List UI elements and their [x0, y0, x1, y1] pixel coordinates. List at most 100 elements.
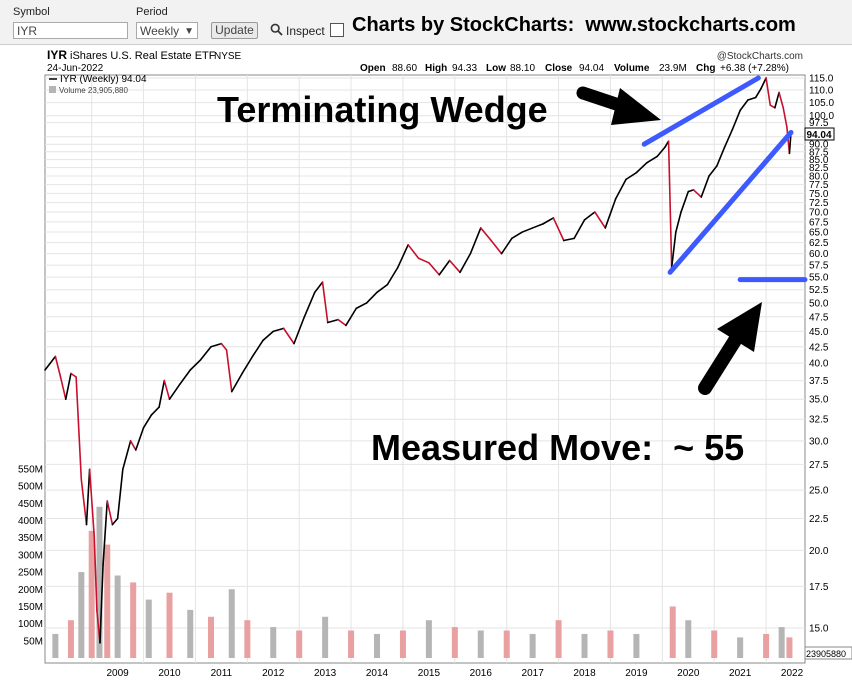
last-volume-box [804, 646, 852, 660]
price-segment [656, 146, 666, 158]
price-tick-label: 22.5 [809, 514, 829, 525]
time-tick-label: 2009 [107, 668, 130, 679]
time-tick-label: 2011 [211, 668, 233, 679]
volume-bar [529, 633, 536, 658]
chg-value: +6.38 (+7.28%) [720, 63, 789, 74]
price-segment [562, 237, 575, 242]
volume-tick-label: 500M [18, 482, 43, 493]
price-tick-label: 70.0 [809, 208, 829, 219]
price-tick-label: 35.0 [809, 395, 829, 406]
period-value: Weekly [140, 24, 180, 38]
time-tick-label: 2017 [522, 668, 545, 679]
price-series [44, 77, 792, 644]
price-segment [93, 536, 98, 612]
price-segment [272, 327, 285, 333]
wedge-annotation: Terminating Wedge [217, 89, 548, 130]
volume-bar [67, 620, 74, 658]
low-value: 88.10 [510, 63, 535, 74]
volume-tick-label: 200M [18, 585, 43, 596]
price-segment [573, 219, 586, 240]
time-tick-label: 2018 [573, 668, 596, 679]
chevron-down-icon: ▼ [184, 26, 194, 37]
measured-move-annotation: Measured Move: ~ 55 [371, 427, 744, 468]
price-segment [708, 165, 718, 177]
price-segment [739, 99, 749, 112]
price-tick-label: 77.5 [809, 180, 829, 191]
price-segment [158, 379, 166, 408]
price-segment [782, 106, 788, 128]
search-icon [270, 23, 283, 41]
price-segment [731, 109, 741, 131]
price-segment [604, 198, 617, 229]
price-tick-label: 42.5 [809, 342, 829, 353]
price-tick-label: 15.0 [809, 624, 829, 635]
price-segment [313, 281, 324, 294]
volume-bar [581, 633, 588, 658]
chart: IYR iShares U.S. Real Estate ETF NYSE @S… [18, 48, 852, 679]
price-segment [774, 91, 780, 109]
price-segment [531, 223, 544, 229]
price-tick-label: 72.5 [809, 198, 829, 209]
time-tick-label: 2020 [677, 668, 700, 679]
price-segment [59, 376, 67, 401]
price-tick-label: 90.0 [809, 140, 829, 151]
toolbar: Symbol IYR Period Weekly ▼ Update Inspec… [0, 0, 852, 45]
volume-bar [322, 616, 329, 658]
price-segment [625, 171, 638, 181]
symbol-input[interactable]: IYR [13, 22, 128, 39]
volume-bar [451, 627, 458, 658]
price-segment [111, 517, 119, 526]
last-price-marker: 94.04 [804, 127, 835, 141]
price-segment [428, 262, 441, 276]
volume-label: Volume [614, 63, 650, 74]
price-segment [542, 217, 555, 225]
price-segment [700, 175, 710, 198]
volume-bar [96, 506, 103, 658]
volume-bar [425, 620, 432, 658]
time-tick-label: 2015 [418, 668, 441, 679]
price-tick-label: 87.5 [809, 147, 829, 158]
update-button[interactable]: Update [211, 22, 258, 39]
price-tick-label: 45.0 [809, 327, 829, 338]
brand-text: Charts by StockCharts: www.stockcharts.c… [352, 14, 796, 36]
price-tick-label: 17.5 [809, 582, 829, 593]
price-tick-label: 115.0 [809, 74, 834, 85]
price-tick-label: 57.5 [809, 261, 829, 272]
volume-bar [399, 630, 406, 658]
volume-tick-label: 50M [24, 636, 43, 647]
price-segment [511, 231, 524, 240]
price-segment [675, 211, 682, 233]
price-segment [282, 327, 295, 345]
price-segment [220, 342, 228, 351]
price-tick-label: 100.0 [809, 111, 834, 122]
price-segment [337, 318, 347, 327]
volume-bar [208, 616, 215, 658]
price-segment [179, 369, 192, 386]
period-select[interactable]: Weekly ▼ [136, 22, 198, 39]
price-segment [163, 379, 171, 401]
time-tick-label: 2012 [262, 668, 285, 679]
arrow-down-right-icon [576, 86, 661, 125]
price-segment [407, 244, 420, 260]
copyright-label: @StockCharts.com [717, 51, 803, 62]
price-tick-label: 105.0 [809, 98, 834, 109]
price-segment [448, 259, 461, 274]
fund-name: iShares U.S. Real Estate ETF [70, 50, 216, 62]
chg-label: Chg [696, 63, 715, 74]
volume-bar [685, 620, 692, 658]
price-segment [80, 478, 88, 526]
inspect-checkbox[interactable] [330, 23, 344, 37]
time-tick-label: 2016 [470, 668, 493, 679]
volume-tick-label: 350M [18, 533, 43, 544]
price-tick-label: 30.0 [809, 436, 829, 447]
time-tick-label: 2010 [158, 668, 181, 679]
price-tick-label: 80.0 [809, 171, 829, 182]
volume-bar [348, 630, 355, 658]
volume-bar [477, 630, 484, 658]
volume-bar [763, 633, 770, 658]
header: IYR iShares U.S. Real Estate ETF NYSE @S… [47, 48, 803, 74]
price-segment [251, 339, 264, 358]
price-segment [716, 146, 726, 167]
time-tick-label: 2014 [366, 668, 389, 679]
time-tick-label: 2019 [625, 668, 648, 679]
